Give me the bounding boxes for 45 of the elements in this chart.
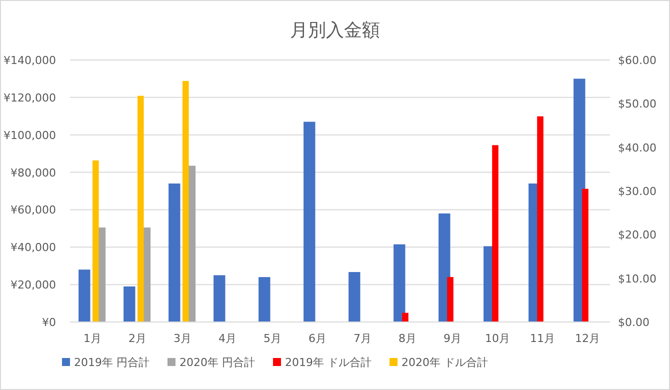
x-tick-label: 7月 bbox=[354, 332, 372, 345]
y2-tick-label: $20.00 bbox=[618, 228, 656, 242]
y2-tick-label: $10.00 bbox=[618, 272, 656, 286]
chart-title: 月別入金額 bbox=[290, 20, 380, 41]
legend-label: 2019年 円合計 bbox=[74, 356, 150, 369]
bar bbox=[348, 272, 360, 322]
x-tick-label: 11月 bbox=[530, 332, 555, 345]
x-tick-label: 8月 bbox=[398, 332, 416, 345]
y2-tick-label: $30.00 bbox=[618, 185, 656, 198]
legend-label: 2019年 ドル合計 bbox=[285, 356, 372, 369]
bar bbox=[582, 188, 588, 322]
y-tick-label: ¥0 bbox=[42, 316, 56, 329]
bar bbox=[394, 244, 406, 322]
bar bbox=[168, 184, 180, 322]
bar bbox=[304, 122, 316, 322]
legend-label: 2020年 ドル合計 bbox=[402, 356, 488, 369]
y-tick-label: ¥80,000 bbox=[10, 166, 56, 180]
bar bbox=[214, 275, 226, 322]
x-tick-label: 5月 bbox=[264, 332, 282, 345]
bar bbox=[78, 270, 90, 322]
x-tick-label: 10月 bbox=[485, 332, 510, 345]
x-tick-label: 9月 bbox=[444, 332, 462, 345]
x-tick-label: 1月 bbox=[84, 332, 102, 345]
legend-label: 2020年 円合計 bbox=[180, 356, 255, 369]
y-tick-label: ¥120,000 bbox=[4, 91, 56, 104]
bar bbox=[402, 312, 408, 322]
y2-tick-label: $60.00 bbox=[618, 54, 656, 67]
x-tick-label: 12月 bbox=[575, 332, 600, 345]
y-tick-label: ¥100,000 bbox=[4, 128, 56, 142]
y2-tick-label: $0.00 bbox=[618, 316, 650, 329]
bar bbox=[124, 286, 136, 322]
bar bbox=[492, 145, 498, 322]
y-tick-label: ¥20,000 bbox=[10, 278, 56, 292]
y-tick-label: ¥60,000 bbox=[10, 204, 56, 217]
y2-tick-label: $40.00 bbox=[618, 141, 656, 154]
y-tick-label: ¥40,000 bbox=[10, 241, 56, 254]
x-tick-label: 2月 bbox=[128, 332, 146, 345]
bar bbox=[138, 96, 144, 322]
bar bbox=[258, 277, 270, 322]
x-tick-label: 3月 bbox=[174, 332, 192, 345]
y-tick-label: ¥140,000 bbox=[4, 54, 56, 67]
x-tick-label: 6月 bbox=[308, 332, 326, 345]
bar bbox=[447, 277, 454, 322]
x-tick-label: 4月 bbox=[218, 332, 236, 345]
y2-tick-label: $50.00 bbox=[618, 98, 656, 111]
